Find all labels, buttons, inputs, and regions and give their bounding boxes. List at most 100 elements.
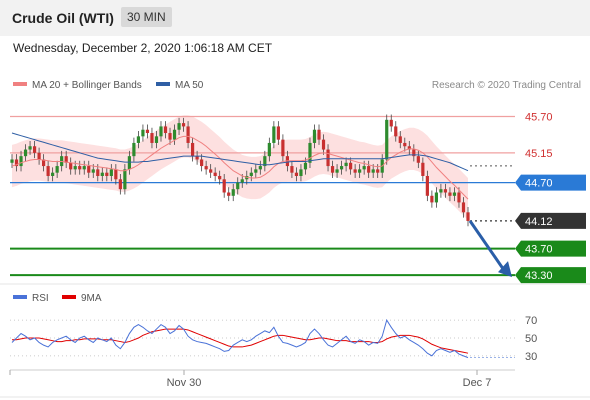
x-tick-label-0: Nov 30 bbox=[167, 377, 202, 389]
candle-body bbox=[227, 192, 231, 196]
candle-body bbox=[303, 162, 308, 170]
level-label-44.70-bg bbox=[515, 174, 586, 191]
candle-body bbox=[385, 119, 389, 160]
candle-body bbox=[312, 129, 317, 143]
level-label-45.15: 45.15 bbox=[525, 148, 553, 160]
candle-body bbox=[19, 156, 23, 167]
candle-body bbox=[109, 169, 113, 176]
level-label-44.12: 44.12 bbox=[525, 216, 553, 228]
candle-body bbox=[154, 136, 159, 143]
candle-body bbox=[353, 169, 357, 173]
candle-body bbox=[132, 142, 136, 157]
candle-body bbox=[42, 159, 46, 167]
level-label-45.70: 45.70 bbox=[525, 112, 553, 124]
candle-body bbox=[434, 192, 438, 203]
legend-rsi-ma: 9MA bbox=[62, 293, 102, 304]
ma50-line bbox=[11, 132, 469, 172]
instrument-title: Crude Oil (WTI) bbox=[12, 10, 114, 26]
candle-body bbox=[28, 146, 32, 150]
candle-body bbox=[10, 159, 14, 163]
candle-body bbox=[78, 166, 82, 170]
candle-body bbox=[339, 166, 344, 170]
candle-body bbox=[46, 166, 50, 176]
candle-body bbox=[439, 189, 443, 193]
candle-body bbox=[105, 172, 109, 176]
candle-body bbox=[118, 179, 122, 190]
level-label-44.70: 44.70 bbox=[525, 178, 553, 190]
candle-body bbox=[123, 169, 127, 190]
legend-ma50: MA 50 bbox=[156, 80, 203, 91]
candle-body bbox=[421, 162, 425, 176]
candle-body bbox=[272, 126, 276, 143]
level-label-43.30-bg bbox=[515, 267, 586, 284]
candle-body bbox=[64, 156, 68, 163]
candle-body bbox=[236, 182, 240, 190]
candle-body bbox=[258, 166, 262, 170]
candle-body bbox=[308, 142, 312, 163]
candle-body bbox=[371, 169, 375, 173]
rsi-ma-swatch bbox=[62, 295, 76, 300]
candle-body bbox=[281, 139, 285, 157]
rsi-swatch bbox=[13, 295, 27, 300]
rsi-tick-70: 70 bbox=[525, 315, 537, 327]
level-label-43.70-bg bbox=[515, 240, 586, 257]
candle-body bbox=[145, 129, 150, 134]
candle-body bbox=[163, 126, 168, 134]
candle-body bbox=[254, 169, 258, 173]
bollinger-band bbox=[12, 115, 468, 221]
candle-body bbox=[317, 129, 321, 140]
candle-body bbox=[127, 156, 131, 170]
candle-body bbox=[100, 172, 104, 176]
legend-rsi-ma-label: 9MA bbox=[81, 293, 102, 304]
candle-body bbox=[218, 175, 222, 180]
candle-body bbox=[267, 142, 271, 157]
candle-body bbox=[14, 159, 19, 167]
candle-body bbox=[358, 169, 362, 173]
forecast-arrow-head bbox=[498, 261, 512, 278]
candle-body bbox=[299, 169, 303, 176]
candle-body bbox=[443, 189, 448, 193]
candle-body bbox=[330, 166, 335, 173]
timeframe-button[interactable]: 30 MIN bbox=[121, 7, 172, 27]
candle-body bbox=[32, 146, 37, 153]
copyright-text: Research © 2020 Trading Central bbox=[431, 80, 581, 91]
candle-body bbox=[87, 166, 91, 173]
ma50-swatch bbox=[156, 82, 170, 87]
legend-ma20-label: MA 20 + Bollinger Bands bbox=[32, 80, 142, 91]
rsi-line bbox=[11, 318, 469, 359]
candle-body bbox=[430, 195, 434, 203]
candle-body bbox=[213, 172, 217, 176]
ma20-swatch bbox=[13, 82, 27, 87]
level-label-43.30: 43.30 bbox=[525, 270, 553, 282]
timestamp: Wednesday, December 2, 2020 1:06:18 AM C… bbox=[13, 41, 273, 55]
candle-body bbox=[403, 142, 407, 147]
candle-body bbox=[177, 123, 181, 130]
candle-body bbox=[416, 156, 420, 163]
level-label-44.12-bg bbox=[515, 212, 586, 229]
candle-body bbox=[159, 126, 163, 137]
candle-body bbox=[362, 166, 366, 170]
candle-body bbox=[249, 172, 253, 176]
candle-body bbox=[209, 169, 213, 173]
rsi-tick-50: 50 bbox=[525, 333, 537, 345]
candle-body bbox=[376, 169, 380, 173]
candle-body bbox=[186, 126, 190, 143]
candle-body bbox=[141, 129, 145, 137]
candle-body bbox=[461, 202, 466, 213]
candle-body bbox=[73, 166, 77, 170]
candle-body bbox=[37, 152, 41, 160]
candle-body bbox=[321, 139, 326, 150]
candle-body bbox=[457, 192, 461, 203]
candle-body bbox=[231, 189, 235, 196]
candle-body bbox=[172, 129, 177, 140]
candle-body bbox=[412, 149, 416, 157]
candle-body bbox=[452, 192, 457, 196]
candle-body bbox=[168, 133, 172, 140]
x-tick-label-1: Dec 7 bbox=[463, 377, 492, 389]
chart-header: Crude Oil (WTI) 30 MIN bbox=[0, 0, 590, 36]
candle-body bbox=[222, 179, 226, 193]
candle-body bbox=[394, 126, 398, 137]
candle-body bbox=[367, 166, 371, 173]
candle-body bbox=[69, 162, 73, 170]
